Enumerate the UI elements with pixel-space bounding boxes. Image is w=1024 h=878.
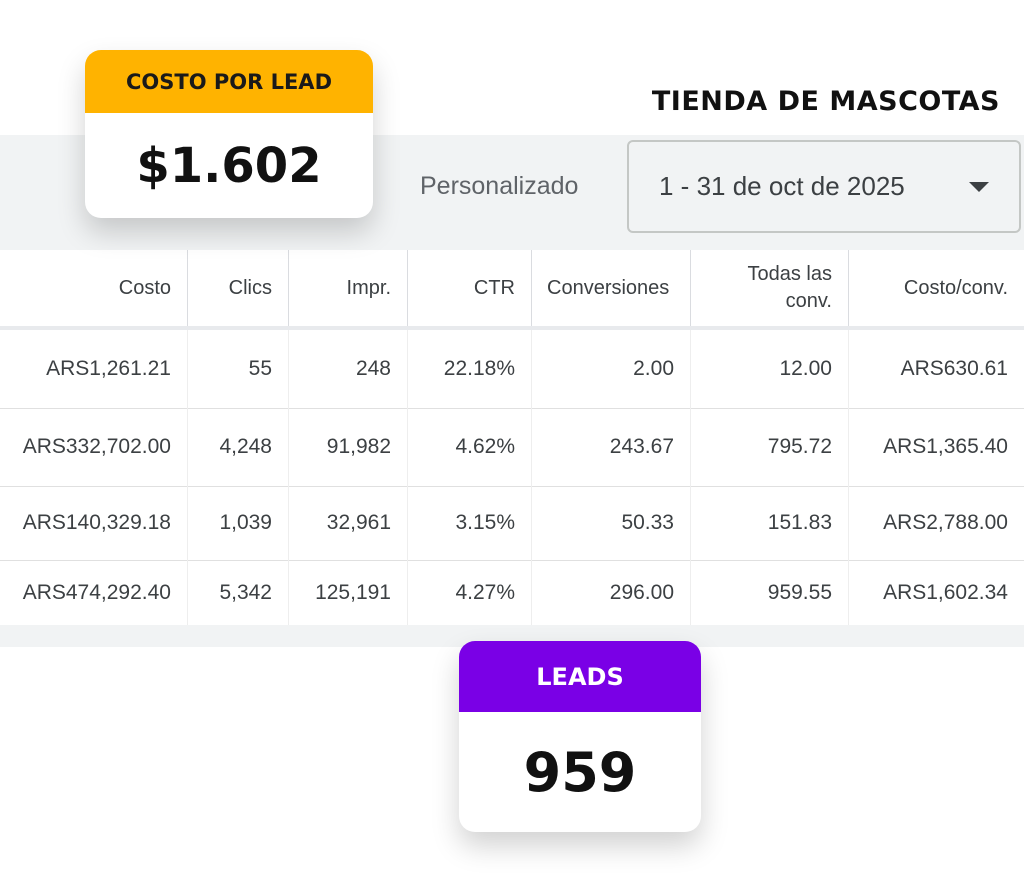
table-cell: 50.33	[621, 511, 674, 534]
column-divider	[407, 560, 408, 625]
header-border	[0, 326, 1024, 330]
date-preset: Personalizado	[420, 171, 579, 200]
date-dropdown[interactable]: 1 - 31 de oct de 2025	[627, 140, 1021, 233]
table-cell: 248	[355, 357, 391, 380]
column-divider	[187, 486, 188, 560]
column-divider	[407, 250, 408, 326]
column-divider	[531, 250, 532, 326]
column-divider	[288, 408, 289, 486]
table-cell: 22.18%	[443, 357, 515, 380]
column-header: Costo	[118, 276, 171, 299]
column-divider	[288, 330, 289, 408]
column-header: Clics	[228, 276, 272, 299]
table-cell: 55	[248, 357, 272, 380]
table-cell: 4,248	[219, 435, 272, 458]
column-divider	[690, 486, 691, 560]
badge-value: 959	[523, 740, 637, 804]
table-cell: ARS474,292.40	[22, 580, 171, 604]
column-header: Impr.	[346, 276, 391, 299]
table-cell: ARS1,602.34	[883, 580, 1008, 604]
column-divider	[288, 560, 289, 625]
table-cell: ARS1,261.21	[46, 357, 171, 380]
table-cell: ARS332,702.00	[22, 435, 171, 458]
table-cell: 4.27%	[455, 580, 515, 604]
column-divider	[848, 560, 849, 625]
badge-label: COSTO POR LEAD	[85, 50, 373, 113]
column-divider	[187, 330, 188, 408]
table-cell: ARS1,365.40	[883, 435, 1008, 458]
table-cell: 151.83	[767, 511, 832, 534]
table-cell: 296.00	[609, 580, 674, 604]
column-header: Todas las conv.	[747, 263, 833, 312]
column-divider	[531, 486, 532, 560]
table-cell: 3.15%	[455, 511, 515, 534]
row-divider	[0, 560, 1024, 561]
column-header: Conversiones	[547, 276, 670, 299]
date-range: 1 - 31 de oct de 2025	[659, 171, 905, 201]
column-divider	[288, 486, 289, 560]
column-divider	[690, 330, 691, 408]
table-cell: 125,191	[315, 580, 391, 604]
column-divider	[848, 330, 849, 408]
column-divider	[407, 486, 408, 560]
badge-value: $1.602	[136, 137, 322, 194]
column-divider	[848, 250, 849, 326]
column-divider	[848, 408, 849, 486]
row-divider	[0, 486, 1024, 487]
table-cell: 243.67	[609, 435, 674, 458]
column-divider	[407, 408, 408, 486]
page-title: TIENDA DE MASCOTAS	[651, 86, 1000, 117]
column-divider	[288, 250, 289, 326]
column-divider	[531, 330, 532, 408]
table-cell: 12.00	[779, 357, 832, 380]
column-header: Costo/conv.	[903, 276, 1008, 299]
badge-cost-per-lead: COSTO POR LEAD $1.602	[85, 50, 373, 218]
table-cell: ARS2,788.00	[883, 511, 1008, 534]
column-divider	[187, 250, 188, 326]
table-cell: ARS630.61	[900, 357, 1008, 380]
badge-label: LEADS	[459, 641, 701, 712]
column-divider	[531, 560, 532, 625]
column-divider	[531, 408, 532, 486]
table-cell: 5,342	[219, 580, 272, 604]
table-cell: 1,039	[219, 511, 272, 534]
table-cell: 91,982	[326, 435, 391, 458]
table-cell: ARS140,329.18	[22, 511, 171, 534]
badge-leads: LEADS 959	[459, 641, 701, 832]
table-cell: 2.00	[633, 357, 674, 380]
column-divider	[848, 486, 849, 560]
column-header: CTR	[473, 276, 515, 299]
table-cell: 795.72	[767, 435, 832, 458]
column-divider	[690, 560, 691, 625]
table-cell: 4.62%	[455, 435, 515, 458]
table-cell: 32,961	[326, 511, 391, 534]
column-divider	[407, 330, 408, 408]
column-divider	[690, 250, 691, 326]
column-divider	[187, 408, 188, 486]
column-divider	[187, 560, 188, 625]
table-cell: 959.55	[767, 580, 832, 604]
column-divider	[690, 408, 691, 486]
dropdown-arrow	[969, 182, 989, 192]
row-divider	[0, 408, 1024, 409]
data-table: Costo Clics Impr. CTR Conversiones Todas las …	[0, 250, 1024, 625]
